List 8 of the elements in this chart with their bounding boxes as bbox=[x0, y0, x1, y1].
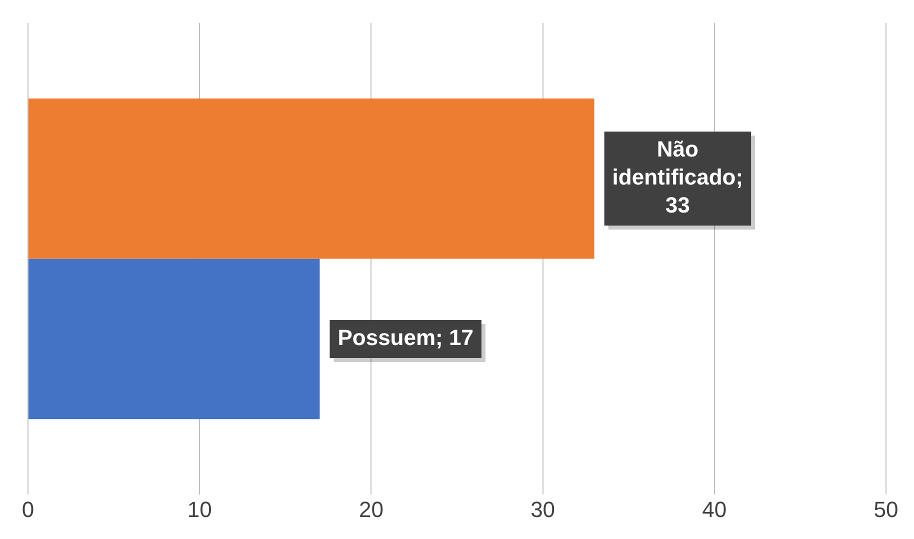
x-tick-label: 30 bbox=[530, 496, 556, 522]
data-label: Possuem; 17 bbox=[338, 325, 474, 350]
x-tick-label: 10 bbox=[187, 496, 212, 522]
x-tick-label: 0 bbox=[22, 496, 34, 522]
x-tick-label: 40 bbox=[702, 496, 727, 522]
x-tick-label: 50 bbox=[874, 496, 898, 522]
data-label: Não identificado; 33 bbox=[612, 136, 744, 218]
x-tick-label: 20 bbox=[358, 496, 384, 522]
